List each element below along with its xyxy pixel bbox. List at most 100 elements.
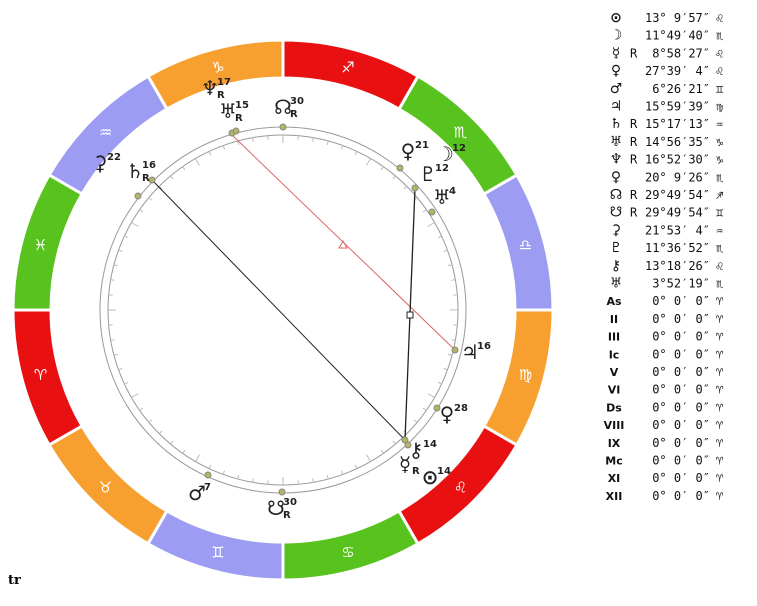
sign-glyph: ♏ (454, 124, 468, 142)
body-retro: R (412, 466, 420, 477)
degree-tick (118, 249, 123, 252)
row-position: 13°18′26″ (645, 259, 710, 273)
row-position: 6°26′21″ (652, 82, 710, 96)
body-glyph: ♀ (401, 139, 416, 163)
row-symbol: As (606, 295, 622, 308)
degree-tick (131, 393, 139, 398)
row-sign: ♑ (715, 153, 723, 167)
degree-tick (252, 478, 254, 483)
body-degree: 12 (435, 163, 449, 174)
row-position: 11°49′40″ (645, 29, 710, 43)
row-symbol: V (610, 366, 619, 379)
body-degree: 30 (290, 96, 304, 107)
degree-tick (139, 407, 144, 411)
row-position: 27°39′ 4″ (645, 64, 710, 78)
row-sign: ♌ (716, 259, 723, 273)
degree-tick (113, 353, 118, 356)
degree-tick (148, 419, 153, 423)
body-degree: 30 (283, 497, 297, 508)
row-position: 13° 9′57″ (645, 11, 710, 25)
body-degree: 14 (423, 439, 437, 450)
body-retro: R (142, 173, 150, 184)
row-sign: ♍ (716, 100, 724, 114)
row-symbol: ☽ (610, 28, 623, 44)
row-position: 29°49′54″ (645, 206, 710, 220)
degree-tick (443, 249, 448, 252)
body-dot (428, 208, 436, 216)
row-sign: ♌ (716, 46, 723, 60)
degree-tick (158, 430, 163, 435)
degree-tick (437, 381, 442, 385)
body-degree: 7 (204, 482, 211, 493)
row-symbol: III (608, 331, 620, 344)
body-glyph: ☊ (274, 95, 292, 119)
sign-glyph: ♍ (519, 366, 532, 384)
body-glyph: ♆ (201, 76, 219, 100)
degree-tick (312, 137, 314, 142)
degree-tick (182, 449, 186, 454)
row-retro: R (630, 117, 638, 131)
row-symbol: Ds (606, 401, 622, 414)
body-degree: 17 (217, 77, 231, 88)
degree-tick (139, 209, 144, 213)
row-sign: ♌ (716, 64, 723, 78)
degree-tick (437, 235, 442, 239)
body-glyph: ♂ (188, 481, 206, 505)
body-dot (433, 404, 441, 412)
degree-tick (354, 464, 358, 469)
degree-tick (392, 440, 396, 445)
sign-glyph: ♑ (211, 59, 224, 77)
degree-tick (195, 158, 200, 166)
row-position: 15°17′13″ (645, 117, 710, 131)
row-position: 8°58′27″ (652, 46, 710, 60)
body-retro: R (290, 109, 298, 120)
degree-tick (341, 470, 344, 475)
degree-tick (413, 419, 418, 423)
body-retro: R (217, 90, 225, 101)
body-glyph: ♃ (461, 340, 479, 364)
body-dot (404, 441, 412, 449)
degree-tick (341, 145, 344, 150)
row-position: 0° 0′ 0″ (652, 436, 710, 450)
body-dot (396, 164, 404, 172)
row-symbol: XII (606, 490, 623, 503)
row-position: 15°59′39″ (645, 100, 710, 114)
body-dot (134, 192, 142, 200)
row-position: 0° 0′ 0″ (652, 383, 710, 397)
degree-tick (380, 449, 384, 454)
degree-tick (326, 140, 329, 145)
row-sign: ♐ (716, 188, 723, 202)
row-symbol: ♅ (610, 134, 623, 150)
row-sign: ♑ (715, 135, 723, 149)
row-position: 21°53′ 4″ (645, 223, 710, 237)
body-glyph: ☋ (267, 496, 285, 520)
row-symbol: Ic (609, 348, 620, 361)
degree-tick (422, 209, 427, 213)
row-symbol: ♃ (610, 99, 623, 115)
sign-glyph: ♐ (341, 59, 354, 77)
row-symbol: ⚳ (611, 222, 621, 238)
footer-label: tr (8, 573, 21, 588)
row-position: 0° 0′ 0″ (652, 454, 710, 468)
row-sign: ♏ (716, 29, 724, 43)
body-retro: R (235, 113, 243, 124)
degree-tick (113, 264, 118, 267)
row-symbol: ♅ (610, 276, 623, 292)
degree-tick (118, 368, 123, 371)
degree-tick (182, 166, 186, 171)
degree-tick (392, 175, 396, 180)
aspect-marker (338, 239, 348, 249)
row-position: 0° 0′ 0″ (652, 471, 710, 485)
row-sign: ♒ (716, 117, 723, 131)
sign-glyph: ♌ (454, 478, 467, 496)
body-dot (411, 184, 419, 192)
sign-glyph: ♓ (34, 236, 47, 254)
row-sign: ♊ (716, 206, 724, 220)
row-position: 16°52′30″ (645, 153, 710, 167)
degree-tick (422, 407, 427, 411)
row-symbol: VI (608, 384, 621, 397)
sign-glyph: ♊ (211, 543, 224, 561)
row-sign: ♏ (716, 277, 724, 291)
degree-tick (110, 279, 115, 281)
degree-tick (237, 140, 240, 145)
